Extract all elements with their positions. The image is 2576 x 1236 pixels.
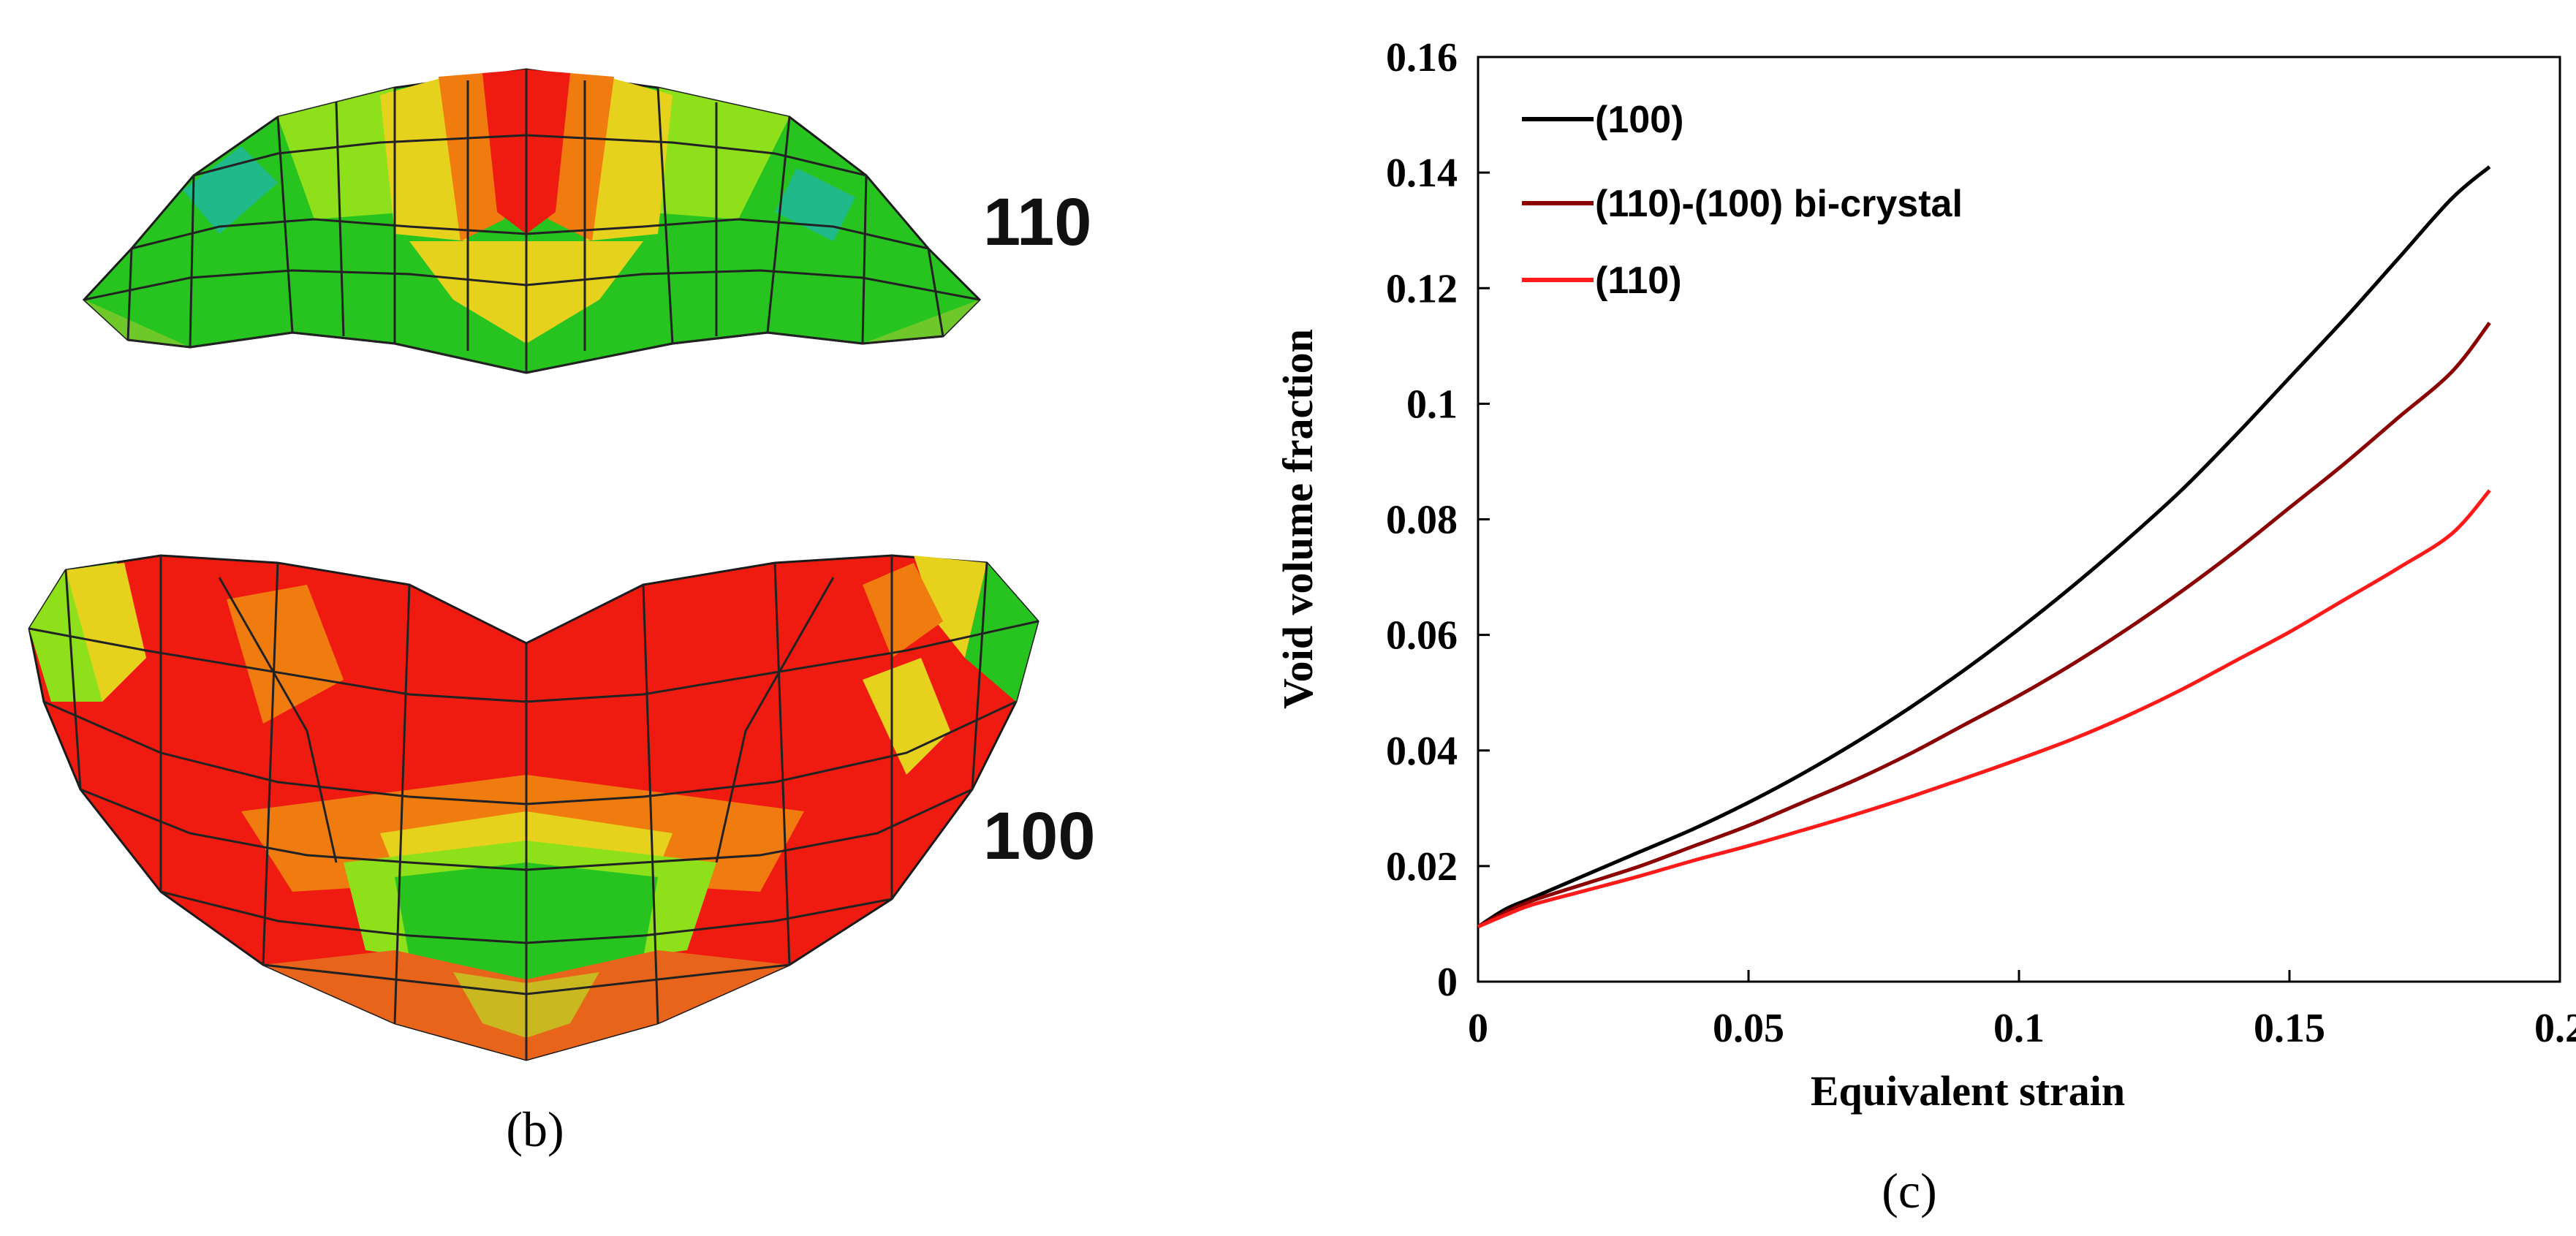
- series-lines: [1477, 165, 2491, 929]
- panel-b: 110: [28, 68, 1096, 1157]
- y-tick-label: 0.1: [1406, 382, 1458, 427]
- mesh-100-orange-left-top: [227, 585, 344, 724]
- y-tick-label: 0.08: [1386, 498, 1458, 543]
- mesh-110-label: 110: [983, 185, 1091, 259]
- x-tick-label: 0.05: [1713, 1006, 1784, 1051]
- mesh-110-teal-left: [183, 146, 278, 234]
- y-tick-label: 0.04: [1386, 729, 1458, 774]
- x-tick-label: 0.2: [2534, 1006, 2576, 1051]
- legend: (100) (110)-(100) bi-crystal (110): [1522, 99, 1963, 302]
- x-axis-label: Equivalent strain: [1811, 1067, 2125, 1115]
- x-tick-label: 0: [1468, 1006, 1488, 1051]
- panel-c-chart: 0 0.02 0.04 0.06 0.08 0.1 0.12 0.14 0.16 0 0.05 0.…: [1274, 35, 2576, 1218]
- mesh-100-yellow-mid-right: [863, 658, 950, 775]
- mesh-100-yellow-left: [66, 563, 146, 702]
- series-line-100: [1477, 165, 2491, 929]
- panel-b-label: (b): [506, 1102, 564, 1157]
- y-tick-label: 0.06: [1386, 613, 1458, 659]
- mesh-100-gridlines: [29, 556, 1039, 1060]
- y-tick-label: 0.02: [1386, 844, 1458, 890]
- legend-label-bicrystal: (110)-(100) bi-crystal: [1595, 183, 1963, 225]
- mesh-100-orange-right-top: [863, 563, 943, 658]
- mesh-100-surface: [28, 554, 1039, 1061]
- mesh-100-yellow-right: [914, 556, 987, 658]
- mesh-100-label: 100: [983, 799, 1096, 873]
- legend-label-100: (100): [1595, 99, 1683, 141]
- x-tick-label: 0.15: [2254, 1006, 2325, 1051]
- x-axis-ticks: 0 0.05 0.1 0.15 0.2: [1468, 970, 2576, 1051]
- mesh-100-green-right: [965, 563, 1038, 702]
- legend-label-110: (110): [1595, 259, 1682, 302]
- y-tick-label: 0: [1437, 960, 1458, 1005]
- y-tick-label: 0.14: [1386, 151, 1458, 196]
- mesh-110-gridlines: [83, 69, 980, 374]
- y-axis-label: Void volume fraction: [1274, 329, 1322, 709]
- mesh-110-surface: [82, 68, 982, 374]
- series-line-bicrystal: [1477, 322, 2491, 929]
- panel-c-label: (c): [1882, 1163, 1936, 1218]
- mesh-110-lime-left: [278, 88, 409, 219]
- x-tick-label: 0.1: [1993, 1006, 2045, 1051]
- series-line-110: [1477, 489, 2491, 929]
- mesh-110-teal-right: [775, 168, 855, 241]
- y-tick-label: 0.12: [1386, 266, 1458, 311]
- y-tick-label: 0.16: [1386, 35, 1458, 80]
- plot-frame: [1477, 56, 2561, 983]
- y-axis-ticks: 0 0.02 0.04 0.06 0.08 0.1 0.12 0.14 0.16: [1386, 35, 1490, 1005]
